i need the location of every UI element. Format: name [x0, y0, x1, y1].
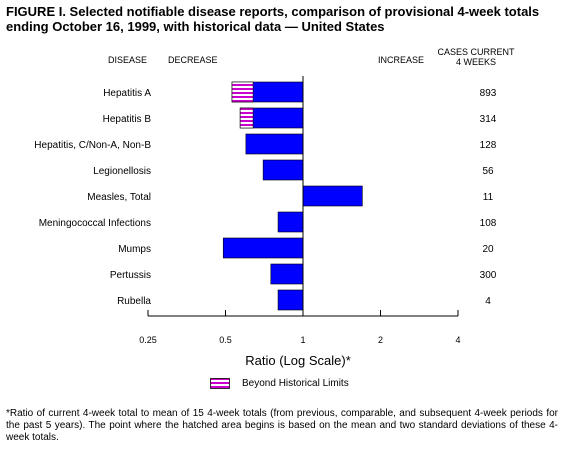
x-tick-label-1: 0.5: [219, 335, 232, 345]
case-count-6: 20: [482, 244, 494, 255]
category-label-8: Rubella: [117, 296, 151, 307]
legend-swatch: [210, 378, 230, 389]
bar-7: [270, 263, 304, 285]
bar-3: [262, 159, 304, 181]
category-label-0: Hepatitis A: [103, 88, 151, 99]
legend-label: Beyond Historical Limits: [242, 378, 349, 389]
cases-header-line-2: 4 WEEKS: [455, 57, 496, 67]
category-labels-group: Hepatitis A Hepatitis B Hepatitis, C/Non-A…: [34, 88, 151, 307]
x-axis-group: 0.25 0.5 1 2 4 Ratio (Log Scale)*: [139, 76, 461, 368]
x-tick-label-2: 1: [300, 335, 305, 345]
case-count-3: 56: [482, 166, 494, 177]
case-count-5: 108: [480, 218, 497, 229]
case-count-4: 11: [483, 192, 494, 203]
case-counts-group: 893 314 128 56 11 108 20 300 4: [480, 88, 497, 307]
hatch-area-0: [231, 81, 254, 103]
disease-column-header: DISEASE: [108, 55, 148, 65]
footnote: *Ratio of current 4-week total to mean o…: [6, 408, 558, 443]
category-label-5: Meningococcal Infections: [39, 218, 151, 229]
case-count-2: 128: [480, 140, 497, 151]
bar-4: [302, 185, 363, 207]
x-tick-label-0: 0.25: [139, 335, 157, 345]
cases-column-header: CASES CURRENT 4 WEEKS: [430, 47, 522, 67]
category-label-3: Legionellosis: [93, 166, 151, 177]
category-label-7: Pertussis: [110, 270, 151, 281]
x-tick-label-4: 4: [455, 335, 460, 345]
case-count-8: 4: [485, 296, 491, 307]
category-label-4: Measles, Total: [87, 192, 151, 203]
bar-8: [277, 289, 304, 311]
category-label-6: Mumps: [118, 244, 151, 255]
category-label-1: Hepatitis B: [103, 114, 152, 125]
bar-5: [277, 211, 304, 233]
figure-title: FIGURE I. Selected notifiable disease re…: [6, 4, 540, 34]
bar-2: [245, 133, 304, 155]
legend-swatch-rect: [210, 378, 230, 389]
increase-header: INCREASE: [378, 55, 425, 65]
category-label-2: Hepatitis, C/Non-A, Non-B: [34, 140, 151, 151]
case-count-1: 314: [480, 114, 497, 125]
case-count-7: 300: [480, 270, 497, 281]
bars-group: [222, 81, 363, 311]
cases-header-line-1: CASES CURRENT: [437, 47, 515, 57]
decrease-header: DECREASE: [168, 55, 218, 65]
case-count-0: 893: [480, 88, 497, 99]
x-axis-label: Ratio (Log Scale)*: [245, 353, 351, 368]
x-tick-label-3: 2: [378, 335, 383, 345]
hatch-area-1: [239, 107, 254, 129]
bar-6: [222, 237, 304, 259]
